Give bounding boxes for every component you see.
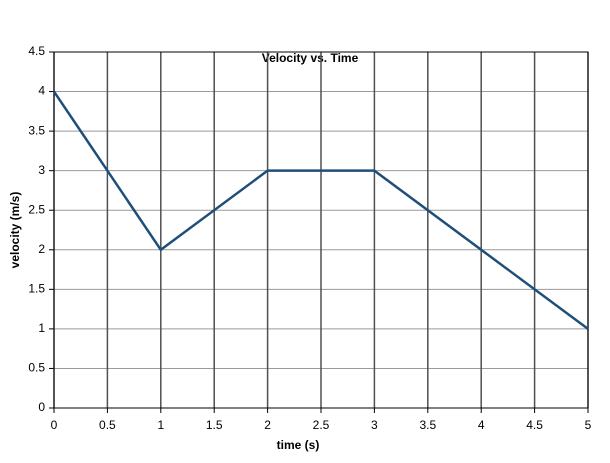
y-tick-label: 0	[38, 400, 45, 414]
y-tick-label: 1.5	[28, 282, 45, 296]
x-tick-label: 4.5	[526, 418, 543, 432]
x-axis-label: time (s)	[277, 438, 320, 452]
data-line	[52, 90, 589, 330]
y-tick-label: 4.5	[28, 44, 45, 58]
y-tick-label: 3	[38, 163, 45, 177]
x-tick-label: 3	[371, 418, 378, 432]
y-tick-label: 0.5	[28, 361, 45, 375]
plot-frame	[53, 51, 589, 409]
y-axis-label: velocity (m/s)	[8, 192, 22, 269]
x-tick-label: 1	[157, 418, 164, 432]
y-tick-label: 3.5	[28, 123, 45, 137]
x-tick-label: 0	[51, 418, 58, 432]
y-tick-label: 4	[38, 84, 45, 98]
x-tick-label: 4	[478, 418, 485, 432]
y-tick-label: 1	[38, 321, 45, 335]
y-tick-label: 2.5	[28, 202, 45, 216]
x-tick-label: 1.5	[206, 418, 223, 432]
x-tick-label: 5	[585, 418, 592, 432]
y-tick-label: 2	[38, 242, 45, 256]
x-tick-label: 2.5	[313, 418, 330, 432]
x-tick-label: 0.5	[99, 418, 116, 432]
x-tick-label: 2	[264, 418, 271, 432]
chart-title: Velocity vs. Time	[262, 51, 359, 65]
x-tick-label: 3.5	[419, 418, 436, 432]
